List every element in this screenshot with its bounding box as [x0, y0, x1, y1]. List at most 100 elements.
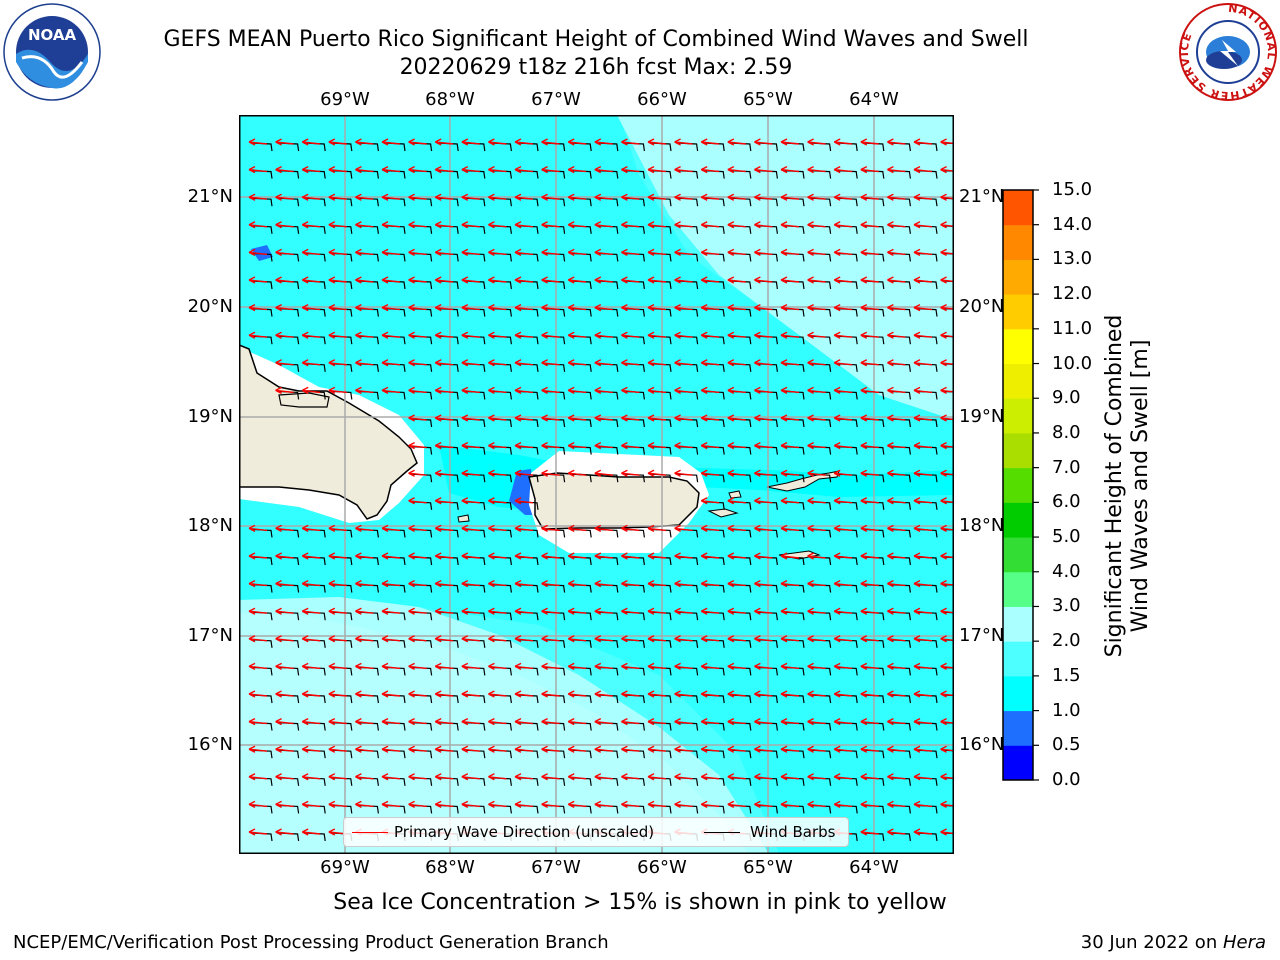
wave-direction-arrow [727, 414, 746, 422]
vector-glyph [727, 773, 752, 786]
vector-glyph [674, 579, 699, 593]
vector-glyph [488, 469, 512, 483]
wave-direction-arrow [807, 193, 826, 201]
wave-direction-arrow [807, 662, 826, 671]
vector-glyph [674, 331, 699, 345]
wave-direction-arrow [833, 690, 853, 698]
wave-direction-arrow [727, 552, 746, 560]
vector-glyph [940, 717, 954, 726]
vector-glyph [674, 138, 699, 152]
wave-direction-arrow [700, 607, 720, 615]
vector-glyph [833, 607, 858, 621]
vector-glyph [727, 607, 752, 621]
wave-direction-arrow [408, 248, 427, 257]
wave-direction-arrow [913, 579, 933, 588]
vector-glyph [381, 745, 406, 759]
island-vieques [707, 508, 739, 518]
wave-direction-arrow [381, 607, 401, 615]
vector-glyph [913, 221, 938, 234]
wave-direction-arrow [887, 579, 906, 588]
wave-direction-arrow [727, 303, 746, 312]
wave-direction-arrow [833, 662, 853, 671]
vector-glyph [248, 607, 273, 621]
vector-glyph [780, 386, 805, 400]
vector-glyph [913, 248, 938, 262]
vector-glyph [860, 193, 885, 207]
wave-direction-arrow [541, 165, 560, 174]
wave-direction-arrow [461, 276, 480, 284]
vector-glyph [700, 552, 725, 566]
wave-direction-arrow [488, 690, 507, 698]
colorbar-segment [1003, 571, 1033, 607]
vector-glyph [754, 745, 778, 759]
wave-direction-arrow [647, 248, 667, 257]
vector-glyph [355, 524, 379, 538]
wave-direction-arrow [647, 386, 667, 395]
wave-direction-arrow [301, 524, 321, 533]
vector-glyph [275, 662, 300, 676]
vector-glyph [461, 579, 486, 593]
vector-glyph [408, 138, 433, 152]
wave-direction-arrow [488, 800, 507, 809]
wave-direction-arrow [887, 717, 906, 726]
wave-direction-arrow [301, 303, 321, 312]
wave-direction-arrow [700, 441, 720, 450]
vector-glyph [727, 690, 752, 704]
wave-direction-arrow [488, 248, 507, 257]
wave-direction-arrow [594, 524, 613, 533]
wave-direction-arrow [674, 552, 693, 560]
vector-glyph [860, 331, 885, 345]
colorbar-tick-label: 13.0 [1052, 248, 1093, 270]
vector-glyph [355, 745, 379, 759]
vector-glyph [301, 138, 326, 152]
vector-glyph [514, 800, 539, 814]
vector-glyph [807, 690, 832, 704]
lon-label-bottom-64w: 64°W [849, 857, 899, 878]
vector-glyph [940, 552, 954, 560]
vector-glyph [275, 248, 300, 262]
vector-glyph [408, 359, 433, 372]
wave-direction-arrow [833, 221, 853, 229]
vector-glyph [594, 441, 619, 455]
wave-direction-arrow [887, 248, 906, 257]
wave-direction-arrow [754, 221, 773, 229]
vector-glyph [860, 800, 885, 814]
wave-direction-arrow [913, 331, 933, 339]
wave-direction-arrow [434, 276, 454, 284]
vector-glyph [727, 579, 752, 593]
wave-direction-arrow [594, 414, 613, 422]
colorbar-title-line1: Significant Height of Combined [1102, 314, 1127, 658]
wave-direction-arrow [807, 717, 826, 726]
vector-glyph [700, 331, 725, 345]
noaa-logo-text: NOAA [28, 26, 77, 44]
vector-glyph [434, 276, 459, 290]
vector-glyph [940, 276, 954, 284]
wave-direction-arrow [807, 414, 826, 422]
wave-direction-arrow [408, 276, 427, 284]
wave-direction-arrow [700, 359, 720, 367]
wave-direction-arrow [913, 773, 933, 781]
lat-label-right-19n: 19°N [959, 406, 1005, 427]
wave-direction-arrow [541, 579, 560, 588]
wave-direction-arrow [567, 221, 587, 229]
wave-direction-arrow [275, 138, 294, 146]
wave-direction-arrow [328, 717, 347, 726]
vector-glyph [408, 165, 433, 179]
vector-glyph [381, 690, 406, 704]
wave-direction-arrow [488, 745, 507, 753]
vector-glyph [248, 635, 273, 648]
vector-glyph [514, 193, 539, 207]
vector-glyph [674, 552, 699, 566]
vector-glyph [514, 331, 539, 345]
vector-glyph [621, 635, 645, 648]
wave-direction-arrow [887, 497, 906, 505]
wave-direction-arrow [647, 717, 667, 726]
wave-direction-arrow [488, 386, 507, 395]
wave-direction-arrow [621, 662, 640, 671]
vector-glyph [807, 497, 832, 510]
vector-glyph [408, 717, 433, 731]
wave-direction-arrow [567, 662, 587, 671]
vector-glyph [567, 579, 592, 593]
vector-glyph [647, 331, 672, 345]
wave-direction-arrow [754, 773, 773, 781]
